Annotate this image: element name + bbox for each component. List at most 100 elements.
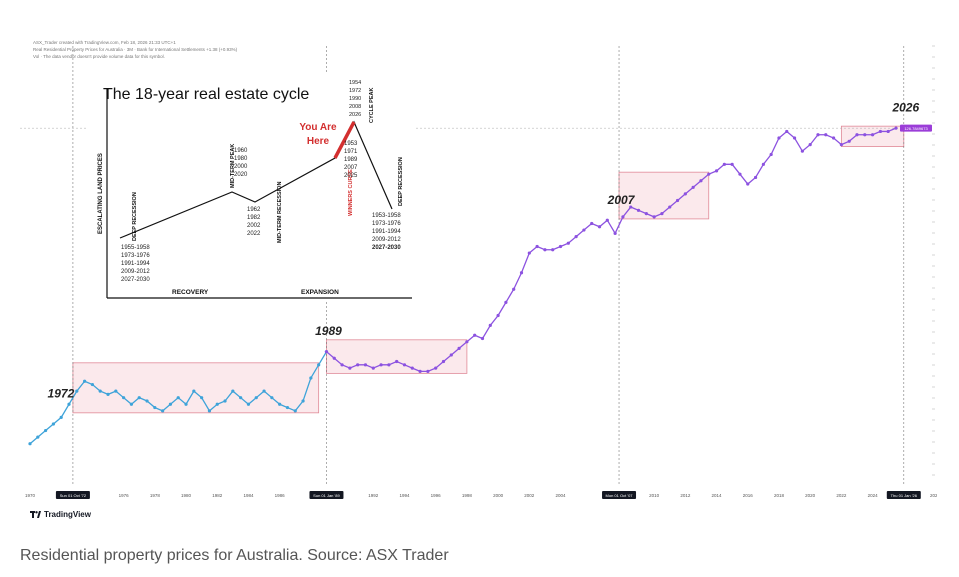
- x-tick-label: 2024: [868, 493, 879, 498]
- tradingview-label: TradingView: [44, 510, 91, 519]
- annotation-1972: 1972: [48, 387, 75, 401]
- series-late-point: [473, 333, 477, 337]
- series-late-point: [738, 172, 742, 176]
- x-tick-label: 1984: [243, 493, 254, 498]
- inset-background: [87, 74, 414, 302]
- series-late-point: [543, 248, 547, 252]
- x-tick-highlight: [55, 491, 90, 499]
- series-late-point: [886, 129, 890, 134]
- series-late-point: [707, 172, 711, 176]
- x-tick-highlight: [886, 491, 921, 499]
- x-tick-label: 1996: [431, 493, 442, 498]
- inset-phase-label: MID-TERM PEAK: [230, 144, 236, 188]
- series-early-point: [262, 389, 266, 393]
- inset-years-winners-curse: 2007: [344, 165, 358, 171]
- inset-you-are-here-line1: You Are: [299, 122, 337, 133]
- annotation-2007: 2007: [607, 193, 636, 207]
- inset-years-end-recession: 2027-2030: [372, 245, 401, 251]
- series-late-point: [332, 356, 336, 360]
- series-late-point: [535, 244, 539, 249]
- x-tick-label: 1980: [181, 493, 192, 498]
- series-late-point: [441, 359, 446, 364]
- series-early-point: [317, 363, 321, 367]
- series-late-point: [613, 231, 617, 235]
- series-late-point: [566, 241, 570, 245]
- series-late-point: [527, 251, 531, 255]
- tradingview-logo[interactable]: TradingView: [30, 510, 91, 519]
- x-tick-label: 2018: [774, 493, 785, 498]
- series-early-point: [246, 402, 251, 406]
- series-late-point: [894, 126, 898, 130]
- x-tick-label: 2002: [524, 493, 535, 498]
- inset-years-midterm-recession: 2022: [247, 231, 261, 237]
- series-early-point: [106, 392, 110, 396]
- series-late-point: [746, 182, 750, 186]
- series-late-point: [324, 350, 329, 354]
- cycle-box-2007: [618, 171, 710, 220]
- inset-years-midterm-recession: 1982: [247, 215, 261, 221]
- inset-diagram: The 18-year real estate cycle ESCALATING …: [87, 74, 414, 302]
- series-late-point: [371, 366, 375, 370]
- price-tag-label: 126.7849673: [904, 126, 928, 131]
- inset-years-deep-recession: 1973-1976: [121, 253, 150, 259]
- cycle-box-1972: [72, 362, 320, 414]
- series-early-point: [223, 399, 227, 403]
- series-late-point: [590, 221, 594, 226]
- series-late-point: [480, 336, 485, 341]
- series-early-point: [98, 389, 102, 393]
- series-late-point: [582, 228, 586, 232]
- x-tick-label: 2020: [805, 493, 816, 498]
- inset-you-are-here-line2: Here: [307, 136, 330, 147]
- series-early-point: [301, 399, 305, 403]
- series-late-point: [769, 152, 773, 157]
- header-line3: Vol · The data vendor doesn't provide vo…: [33, 54, 165, 59]
- inset-years-deep-recession: 2027-2030: [121, 277, 150, 283]
- inset-years-cycle-peak: 2008: [349, 104, 361, 110]
- header-line2-value: +1.38 (+0.93%): [206, 47, 238, 52]
- series-late-point: [878, 129, 882, 134]
- inset-you-are-here-segment: [333, 121, 356, 159]
- series-late-point: [636, 208, 641, 212]
- series-late-point: [465, 340, 469, 344]
- series-late-point: [629, 205, 633, 209]
- x-tick-label: Mon 01 Oct '07: [606, 493, 634, 498]
- inset-cycle-path: [119, 120, 393, 239]
- x-tick-label: 2000: [493, 493, 504, 498]
- inset-years-cycle-peak: 1990: [349, 96, 361, 102]
- header-line1: ASX_Trader created with TradingView.com,…: [33, 40, 176, 45]
- series-early-point: [278, 402, 282, 406]
- series-late-point: [870, 133, 875, 137]
- x-tick-label: 1976: [119, 493, 130, 498]
- series-late-point: [691, 185, 695, 189]
- series-early-point: [215, 402, 219, 406]
- series-late-point: [457, 346, 461, 350]
- series-late-point: [356, 363, 360, 367]
- series-late-point: [660, 212, 664, 216]
- header-line2: Real Residential Property Prices for Aus…: [33, 47, 237, 52]
- series-late-point: [426, 369, 430, 373]
- series-late-point: [574, 235, 578, 239]
- x-tick-label: 2014: [712, 493, 723, 498]
- series-late-point: [551, 248, 555, 252]
- series-late-point: [792, 136, 797, 140]
- series-late-point: [418, 369, 422, 373]
- series-early-point: [285, 405, 290, 410]
- series-late-point: [683, 192, 687, 196]
- inset-years-end-recession: 1991-1994: [372, 229, 401, 235]
- series-early-point: [129, 402, 134, 406]
- series-early-point: [28, 442, 32, 446]
- x-tick-label: 2010: [649, 493, 660, 498]
- x-tick-label: 1986: [275, 493, 286, 498]
- inset-phase-label: CYCLE PEAK: [369, 88, 375, 123]
- series-early-point: [51, 422, 56, 426]
- inset-x-label-expansion: EXPANSION: [301, 289, 339, 296]
- inset-y-label: ESCALATING LAND PRICES: [98, 153, 104, 234]
- x-tick-label: 2022: [836, 493, 847, 498]
- series-early-point: [254, 396, 258, 400]
- series-early-point: [44, 428, 48, 433]
- x-tick-label: 1998: [462, 493, 473, 498]
- series-late-point: [831, 136, 836, 140]
- inset-years-cycle-peak: 2026: [349, 112, 361, 118]
- series-early-point: [145, 399, 149, 403]
- series-late-point: [777, 136, 781, 140]
